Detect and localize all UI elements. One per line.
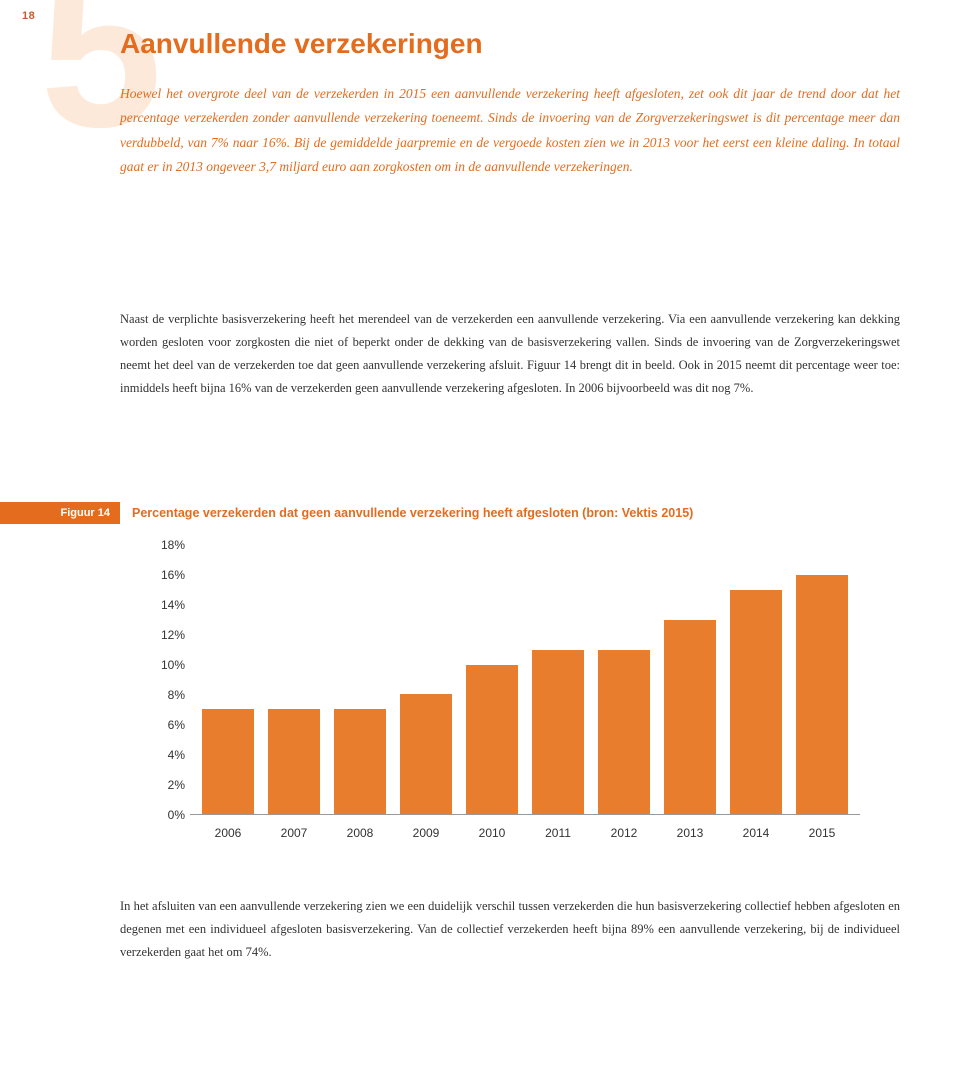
bar-chart: 0%2%4%6%8%10%12%14%16%18% 20062007200820… xyxy=(140,545,860,845)
x-tick-label: 2010 xyxy=(466,820,518,845)
figure-label: Figuur 14 xyxy=(60,507,110,519)
page-title: Aanvullende verzekeringen xyxy=(120,28,483,60)
bars-container xyxy=(190,545,860,814)
y-tick-label: 16% xyxy=(161,568,185,582)
figure-label-tab: Figuur 14 xyxy=(0,502,120,524)
chart-plot-area xyxy=(190,545,860,815)
x-tick-label: 2014 xyxy=(730,820,782,845)
page-number: 18 xyxy=(22,10,35,22)
bar xyxy=(796,575,848,814)
bar xyxy=(730,590,782,814)
bar xyxy=(268,709,320,814)
y-tick-label: 2% xyxy=(168,778,185,792)
bar xyxy=(400,694,452,814)
y-tick-label: 4% xyxy=(168,748,185,762)
y-axis-labels: 0%2%4%6%8%10%12%14%16%18% xyxy=(140,545,185,815)
x-tick-label: 2007 xyxy=(268,820,320,845)
x-tick-label: 2013 xyxy=(664,820,716,845)
y-tick-label: 0% xyxy=(168,808,185,822)
x-tick-label: 2006 xyxy=(202,820,254,845)
bar xyxy=(202,709,254,814)
bar xyxy=(466,665,518,814)
y-tick-label: 6% xyxy=(168,718,185,732)
x-axis-labels: 2006 2007 2008 2009 2010 2011 2012 2013 2014 2015 xyxy=(190,820,860,845)
y-tick-label: 18% xyxy=(161,538,185,552)
intro-paragraph: Hoewel het overgrote deel van de verzeke… xyxy=(120,82,900,179)
bar xyxy=(334,709,386,814)
y-tick-label: 10% xyxy=(161,658,185,672)
y-tick-label: 12% xyxy=(161,628,185,642)
body-paragraph-1: Naast de verplichte basisverzekering hee… xyxy=(120,308,900,401)
y-tick-label: 8% xyxy=(168,688,185,702)
figure-header: Figuur 14 Percentage verzekerden dat gee… xyxy=(0,502,900,524)
x-tick-label: 2012 xyxy=(598,820,650,845)
x-tick-label: 2011 xyxy=(532,820,584,845)
x-tick-label: 2008 xyxy=(334,820,386,845)
bar xyxy=(664,620,716,814)
x-tick-label: 2015 xyxy=(796,820,848,845)
bar xyxy=(598,650,650,814)
figure-title: Percentage verzekerden dat geen aanvulle… xyxy=(120,506,693,520)
x-tick-label: 2009 xyxy=(400,820,452,845)
y-tick-label: 14% xyxy=(161,598,185,612)
bar xyxy=(532,650,584,814)
body-paragraph-2: In het afsluiten van een aanvullende ver… xyxy=(120,895,900,964)
